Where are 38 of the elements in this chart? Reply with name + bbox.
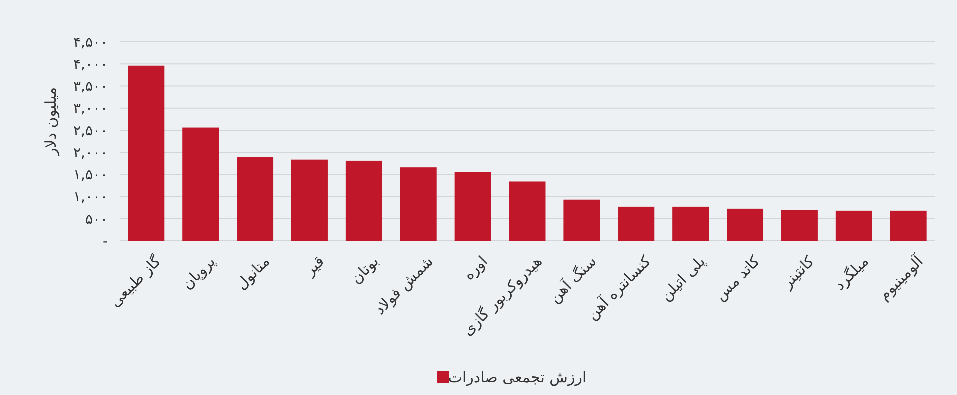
bar xyxy=(509,182,546,241)
bar xyxy=(836,210,872,241)
y-tick-label: ۲,۵۰۰ xyxy=(73,123,108,140)
bar xyxy=(727,208,764,241)
y-tick-label: ۴,۵۰۰ xyxy=(73,34,108,51)
y-tick-label: ۳,۰۰۰ xyxy=(73,101,108,118)
bar xyxy=(346,160,382,241)
bar xyxy=(781,210,818,241)
bar xyxy=(672,206,710,241)
x-tick-label: پلی اتیلن xyxy=(656,252,710,305)
x-tick-label: اوره xyxy=(460,252,492,284)
bar xyxy=(182,128,220,241)
y-tick-label: ۱,۰۰۰ xyxy=(73,190,108,206)
y-tick-label: ۳,۵۰۰ xyxy=(73,79,108,96)
y-tick-label: ۲,۰۰۰ xyxy=(73,145,108,162)
bar xyxy=(128,66,165,241)
x-tick-label: قیر xyxy=(300,252,328,280)
bar xyxy=(400,168,437,241)
y-tick-label: ۱,۵۰۰ xyxy=(73,168,108,184)
x-tick-label: بوتان xyxy=(347,252,382,288)
bar xyxy=(618,206,655,241)
y-tick-label: - xyxy=(102,234,108,250)
x-tick-label: آلومینیوم xyxy=(874,251,928,304)
y-axis-title: میلیون دلار xyxy=(42,87,60,157)
bar xyxy=(564,200,600,241)
legend-label: ارزش تجمعی صادرات xyxy=(448,368,587,386)
x-tick-label: کانتینر xyxy=(778,252,819,293)
x-tick-label: میلگرد xyxy=(830,252,872,294)
x-tick-label: گاز طبیعی xyxy=(106,252,166,311)
bar xyxy=(237,157,274,241)
x-tick-label: متانول xyxy=(232,252,274,294)
y-tick-label: ۴,۰۰۰ xyxy=(73,57,108,74)
bar xyxy=(890,210,927,241)
x-tick-label: پروپان xyxy=(178,252,220,294)
bar xyxy=(291,160,328,241)
x-tick-label: کاتد مس xyxy=(711,252,764,305)
bar xyxy=(454,172,492,241)
y-tick-label: ۵۰۰ xyxy=(85,212,108,228)
